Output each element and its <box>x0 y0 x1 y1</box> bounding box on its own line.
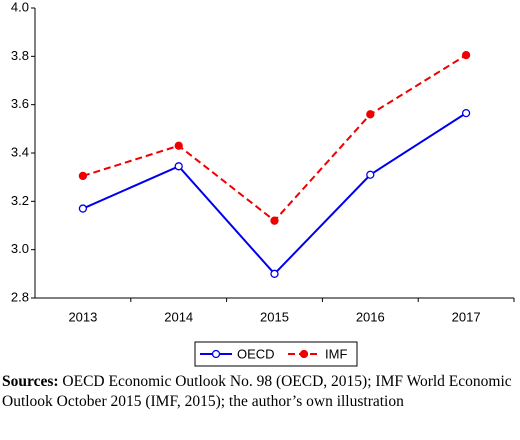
point <box>270 269 279 278</box>
series-line <box>82 112 467 276</box>
point <box>270 216 279 225</box>
legend-marker <box>299 349 309 359</box>
chart: 2.8 3.0 3.2 3.4 3.6 3.8 4.0 2013 2014 2015 2016 201… <box>11 0 515 367</box>
y-tick-label: 3.4 <box>11 144 29 159</box>
legend-label: OECD <box>237 346 275 361</box>
y-tick-label: 3.8 <box>11 48 29 63</box>
y-tick-label: 3.0 <box>11 241 29 256</box>
x-tick-label: 2016 <box>356 309 385 324</box>
point <box>78 171 88 181</box>
point <box>461 50 471 60</box>
legend-marker <box>211 349 221 359</box>
y-tick-label: 3.6 <box>11 96 29 111</box>
point <box>174 141 183 150</box>
caption-text: OECD Economic Outlook No. 98 (OECD, 2015… <box>2 373 512 410</box>
point <box>78 204 88 213</box>
x-tick-label: 2013 <box>68 309 97 324</box>
point <box>366 110 375 119</box>
point <box>174 162 183 171</box>
caption: Sources: OECD Economic Outlook No. 98 (O… <box>2 372 516 412</box>
x-tick-label: 2015 <box>260 309 289 324</box>
legend-label: IMF <box>325 346 347 361</box>
y-tick-label: 2.8 <box>11 289 29 304</box>
series-line <box>82 54 467 223</box>
x-tick-label: 2017 <box>452 309 481 324</box>
caption-label: Sources: <box>2 373 59 390</box>
y-tick-label: 4.0 <box>11 0 29 14</box>
x-tick-label: 2014 <box>164 309 193 324</box>
y-tick-label: 3.2 <box>11 193 29 208</box>
point <box>366 170 375 179</box>
point <box>461 108 471 118</box>
